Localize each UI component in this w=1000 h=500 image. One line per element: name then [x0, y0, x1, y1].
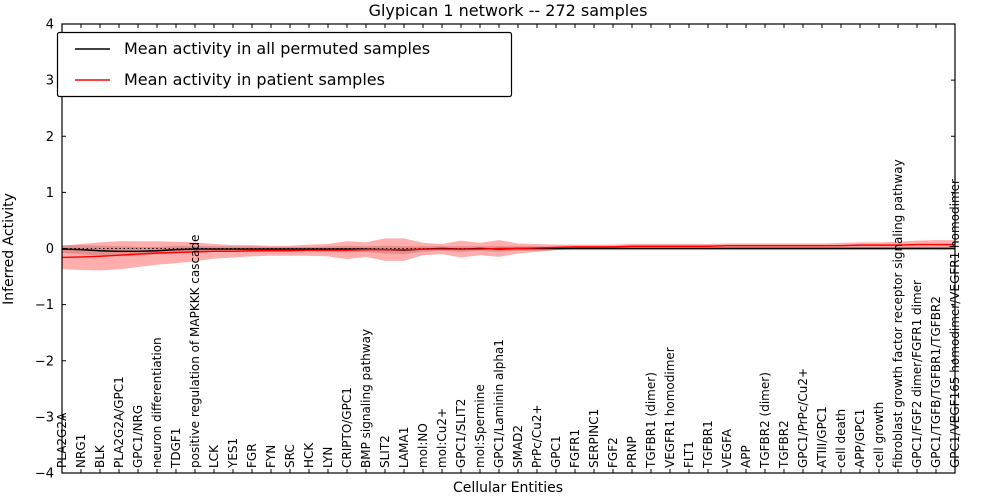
legend-label-permuted-samples: Mean activity in all permuted samples [124, 39, 430, 58]
x-tick-label: VEGFR1 homodimer [663, 347, 677, 468]
plot-generated: PLA2G2A NRG1 BLK PLA2G2A/GPC1 GPC1/NRG neuron… [35, 18, 962, 482]
x-tick-label: cell death [834, 409, 848, 468]
x-tick-label: GPC1 [549, 435, 563, 468]
x-tick-label: TGFBR2 [777, 420, 791, 469]
x-tick-label: FGR [245, 443, 259, 468]
x-tick-label: FYN [264, 445, 278, 468]
x-tick-label: APP/GPC1 [853, 409, 867, 468]
x-tick-label: LCK [207, 444, 221, 468]
x-tick-label: TGFBR1 [701, 420, 715, 469]
x-tick-label: GPC1/Laminin alpha1 [492, 339, 506, 468]
x-tick-label: SERPINC1 [587, 409, 601, 468]
y-tick-label: −3 [35, 410, 54, 425]
x-tick-label: TGFBR2 (dimer) [758, 372, 772, 469]
x-tick-label: TDGF1 [169, 428, 183, 469]
y-tick-label: 1 [46, 186, 54, 201]
x-tick-label: SRC [283, 444, 297, 468]
x-tick-label: mol:Spermine [473, 384, 487, 468]
x-tick-label: GPC1/TGFB/TGFBR1/TGFBR2 [929, 296, 943, 468]
chart-title: Glypican 1 network -- 272 samples [369, 1, 648, 20]
x-tick-label: SMAD2 [511, 425, 525, 468]
series-band-patient [62, 238, 955, 271]
y-tick-label: 3 [46, 74, 54, 89]
x-tick-label: fibroblast growth factor receptor signal… [891, 159, 905, 468]
x-tick-label: YES1 [226, 438, 240, 469]
x-tick-label: cell growth [872, 402, 886, 468]
x-tick-label: FGFR1 [568, 429, 582, 468]
x-tick-label: GPC1/NRG [131, 405, 145, 468]
x-tick-label: PLA2G2A/GPC1 [112, 376, 126, 468]
x-axis-label: Cellular Entities [453, 480, 563, 496]
y-tick-label: 0 [46, 242, 54, 257]
x-tick-label: positive regulation of MAPKKK cascade [188, 235, 202, 468]
legend: Mean activity in all permuted samples Me… [56, 31, 513, 98]
y-tick-label: −4 [35, 467, 54, 482]
x-tick-label: CRIPTO/GPC1 [340, 387, 354, 468]
x-tick-label: GPC1/SLIT2 [454, 399, 468, 468]
x-tick-label: TGFBR1 (dimer) [644, 372, 658, 469]
y-tick-label: 2 [46, 130, 54, 145]
y-tick-label: −2 [35, 354, 54, 369]
x-tick-label: VEGFA [720, 428, 734, 468]
x-tick-label: mol:NO [416, 423, 430, 468]
y-axis-label: Inferred Activity [1, 193, 17, 305]
x-tick-label: PrPc/Cu2+ [530, 404, 544, 468]
x-tick-label: HCK [302, 442, 316, 468]
x-tick-label: FLT1 [682, 441, 696, 468]
x-tick-label: LAMA1 [397, 427, 411, 468]
x-tick-label: NRG1 [74, 434, 88, 468]
x-tick-label: PRNP [625, 436, 639, 468]
y-tick-label: 4 [46, 18, 54, 33]
x-tick-label: BLK [93, 444, 107, 468]
x-tick-label: GPC1/PrPc/Cu2+ [796, 368, 810, 468]
x-tick-label: LYN [321, 447, 335, 468]
legend-box [56, 31, 513, 98]
x-tick-label: PLA2G2A [55, 412, 69, 468]
x-tick-label: FGF2 [606, 437, 620, 468]
legend-label-patient-samples: Mean activity in patient samples [124, 70, 385, 89]
x-tick-label: SLIT2 [378, 435, 392, 468]
series-line-patient [61, 243, 955, 259]
x-tick-label: BMP signaling pathway [359, 329, 373, 468]
x-tick-label: APP [739, 445, 753, 468]
x-tick-label: neuron differentiation [150, 337, 164, 468]
x-tick-label: GPC1/VEGF165 homodimer/VEGFR1 homodimer [948, 179, 962, 468]
y-tick-label: −1 [35, 298, 54, 313]
x-tick-label: GPC1/FGF2 dimer/FGFR1 dimer [910, 280, 924, 468]
x-tick-label: mol:Cu2+ [435, 408, 449, 468]
x-tick-label: ATIII/GPC1 [815, 406, 829, 468]
